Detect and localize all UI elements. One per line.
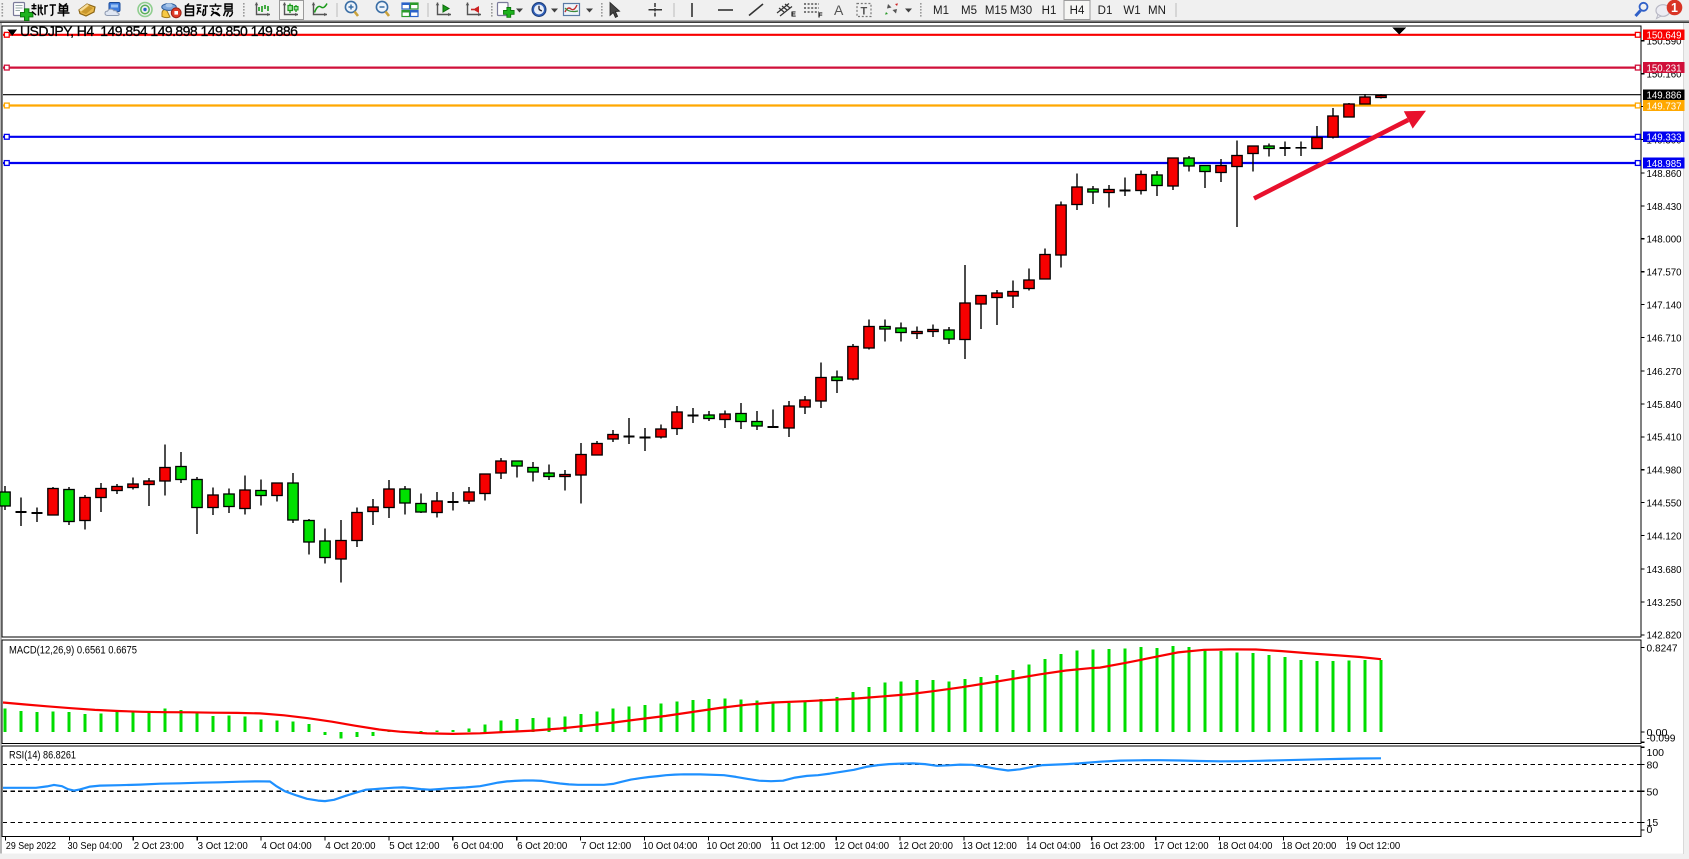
svg-text:147.140: 147.140 bbox=[1647, 299, 1682, 311]
svg-text:145.840: 145.840 bbox=[1647, 399, 1682, 411]
svg-text:1: 1 bbox=[1671, 1, 1678, 15]
svg-text:29 Sep 2022: 29 Sep 2022 bbox=[6, 840, 56, 852]
svg-text:142.820: 142.820 bbox=[1647, 630, 1682, 642]
svg-text:146.270: 146.270 bbox=[1647, 366, 1682, 378]
svg-text:150.231: 150.231 bbox=[1647, 62, 1682, 74]
svg-text:0: 0 bbox=[1647, 824, 1653, 836]
svg-text:MN: MN bbox=[1148, 5, 1166, 17]
svg-text:12 Oct 04:00: 12 Oct 04:00 bbox=[834, 840, 889, 852]
svg-text:144.120: 144.120 bbox=[1647, 530, 1682, 542]
svg-text:148.985: 148.985 bbox=[1647, 158, 1682, 170]
svg-text:RSI(14) 86.8261: RSI(14) 86.8261 bbox=[9, 750, 76, 762]
svg-text:10 Oct 20:00: 10 Oct 20:00 bbox=[707, 840, 762, 852]
svg-text:100: 100 bbox=[1647, 747, 1665, 759]
svg-text:15: 15 bbox=[1647, 817, 1659, 829]
svg-text:17 Oct 12:00: 17 Oct 12:00 bbox=[1154, 840, 1209, 852]
svg-text:4 Oct 20:00: 4 Oct 20:00 bbox=[325, 840, 375, 852]
svg-text:14 Oct 04:00: 14 Oct 04:00 bbox=[1026, 840, 1081, 852]
svg-text:147.570: 147.570 bbox=[1647, 267, 1682, 279]
svg-text:0.00: 0.00 bbox=[1647, 727, 1668, 739]
svg-text:M30: M30 bbox=[1010, 5, 1032, 17]
svg-text:4 Oct 04:00: 4 Oct 04:00 bbox=[262, 840, 312, 852]
svg-text:M1: M1 bbox=[933, 5, 949, 17]
svg-text:H1: H1 bbox=[1042, 5, 1057, 17]
svg-text:10 Oct 04:00: 10 Oct 04:00 bbox=[643, 840, 698, 852]
svg-text:144.550: 144.550 bbox=[1647, 497, 1682, 509]
svg-text:144.980: 144.980 bbox=[1647, 465, 1682, 477]
svg-text:149.886: 149.886 bbox=[1647, 90, 1682, 102]
svg-text:150.649: 150.649 bbox=[1647, 30, 1682, 42]
svg-text:18 Oct 04:00: 18 Oct 04:00 bbox=[1218, 840, 1273, 852]
svg-text:2 Oct 23:00: 2 Oct 23:00 bbox=[134, 840, 184, 852]
svg-text:143.250: 143.250 bbox=[1647, 597, 1682, 609]
svg-text:3 Oct 12:00: 3 Oct 12:00 bbox=[198, 840, 248, 852]
svg-text:50: 50 bbox=[1647, 786, 1659, 798]
svg-text:5 Oct 12:00: 5 Oct 12:00 bbox=[389, 840, 439, 852]
svg-text:16 Oct 23:00: 16 Oct 23:00 bbox=[1090, 840, 1145, 852]
svg-text:M15: M15 bbox=[985, 5, 1007, 17]
svg-text:143.680: 143.680 bbox=[1647, 564, 1682, 576]
svg-text:6 Oct 20:00: 6 Oct 20:00 bbox=[517, 840, 567, 852]
svg-text:USDJPY, H4 149.854 149.898 14: USDJPY, H4 149.854 149.898 149.850 149.8… bbox=[20, 23, 298, 39]
svg-text:D1: D1 bbox=[1098, 5, 1113, 17]
svg-text:11 Oct 12:00: 11 Oct 12:00 bbox=[770, 840, 825, 852]
svg-text:149.737: 149.737 bbox=[1647, 100, 1682, 112]
svg-text:18 Oct 20:00: 18 Oct 20:00 bbox=[1282, 840, 1337, 852]
svg-text:148.000: 148.000 bbox=[1647, 234, 1682, 246]
svg-text:T: T bbox=[861, 6, 868, 18]
svg-text:H4: H4 bbox=[1070, 5, 1085, 17]
svg-text:-0.099: -0.099 bbox=[1647, 732, 1676, 744]
svg-text:0.8247: 0.8247 bbox=[1647, 642, 1678, 654]
svg-text:30 Sep 04:00: 30 Sep 04:00 bbox=[68, 840, 123, 852]
svg-text:13 Oct 12:00: 13 Oct 12:00 bbox=[962, 840, 1017, 852]
svg-text:6 Oct 04:00: 6 Oct 04:00 bbox=[453, 840, 503, 852]
svg-text:A: A bbox=[834, 2, 844, 18]
svg-text:148.860: 148.860 bbox=[1647, 168, 1682, 180]
svg-text:145.410: 145.410 bbox=[1647, 432, 1682, 444]
svg-text:148.430: 148.430 bbox=[1647, 201, 1682, 213]
svg-text:F: F bbox=[818, 11, 823, 20]
svg-text:146.710: 146.710 bbox=[1647, 332, 1682, 344]
svg-text:E: E bbox=[791, 10, 796, 19]
svg-text:MACD(12,26,9) 0.6561 0.6675: MACD(12,26,9) 0.6561 0.6675 bbox=[9, 645, 137, 657]
svg-text:7 Oct 12:00: 7 Oct 12:00 bbox=[581, 840, 631, 852]
svg-text:M5: M5 bbox=[961, 5, 977, 17]
svg-text:12 Oct 20:00: 12 Oct 20:00 bbox=[898, 840, 953, 852]
svg-text:W1: W1 bbox=[1123, 5, 1140, 17]
svg-text:80: 80 bbox=[1647, 760, 1659, 772]
svg-text:149.333: 149.333 bbox=[1647, 132, 1682, 144]
svg-text:19 Oct 12:00: 19 Oct 12:00 bbox=[1346, 840, 1401, 852]
